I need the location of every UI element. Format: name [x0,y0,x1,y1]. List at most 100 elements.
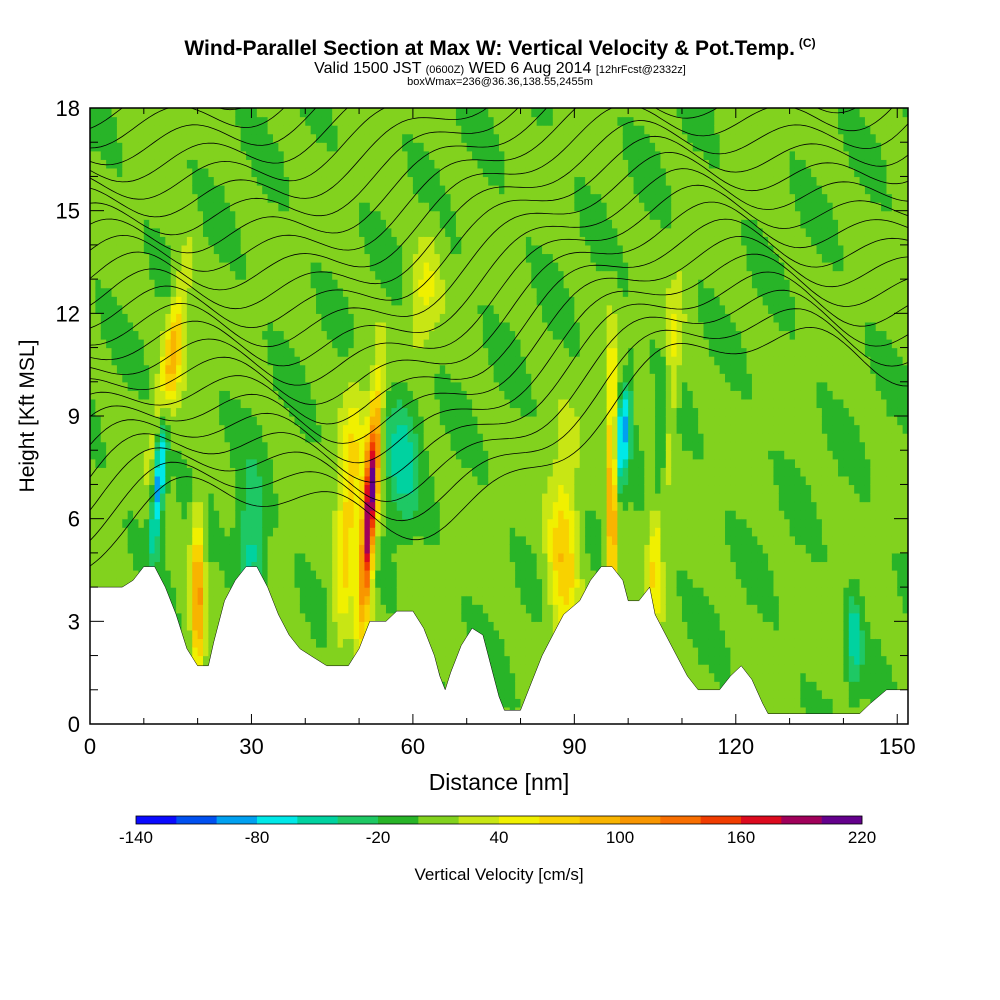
velocity-cell [439,587,446,597]
velocity-cell [375,176,382,186]
velocity-cell [251,304,258,314]
velocity-cell [90,544,96,554]
velocity-cell [181,142,188,152]
velocity-cell [116,339,123,349]
velocity-cell [219,510,226,520]
velocity-cell [455,185,462,195]
velocity-cell [165,236,172,246]
velocity-cell [423,467,430,477]
velocity-cell [299,150,306,160]
velocity-cell [321,535,328,545]
velocity-cell [375,552,382,563]
velocity-cell [299,484,306,494]
velocity-cell [192,544,199,554]
velocity-cell [122,321,129,332]
velocity-cell [455,450,462,460]
velocity-cell [402,133,409,143]
velocity-cell [106,527,113,537]
velocity-cell [229,296,236,306]
velocity-cell [100,287,107,297]
velocity-cell [391,535,398,545]
velocity-cell [332,253,339,263]
velocity-cell [278,236,285,246]
velocity-cell [203,458,209,468]
velocity-cell [310,381,317,391]
velocity-cell [429,510,436,520]
velocity-cell [229,167,236,178]
velocity-cell [348,219,355,229]
velocity-cell [337,304,344,314]
velocity-cell [445,347,452,357]
velocity-cell [289,159,296,169]
velocity-cell [138,244,145,255]
velocity-cell [412,339,419,349]
velocity-cell [391,407,398,417]
velocity-cell [364,587,371,597]
velocity-cell [197,578,204,588]
velocity-cell [294,381,301,391]
velocity-cell [321,279,328,289]
velocity-cell [353,227,360,237]
velocity-cell [224,364,231,374]
velocity-cell [197,227,204,237]
velocity-cell [310,407,317,417]
velocity-cell [407,219,414,229]
velocity-cell [100,570,107,580]
velocity-cell [122,467,129,477]
velocity-cell [450,501,457,511]
velocity-cell [138,270,145,280]
velocity-cell [272,159,279,169]
velocity-cell [353,458,360,468]
velocity-cell [348,193,355,203]
velocity-cell [213,347,220,357]
velocity-cell [418,450,425,460]
velocity-cell [246,287,253,297]
velocity-cell [219,321,226,332]
velocity-cell [90,159,96,169]
velocity-cell [251,142,258,152]
velocity-cell [154,424,161,434]
velocity-cell [213,244,220,255]
velocity-cell [380,347,387,357]
velocity-cell [359,108,366,118]
velocity-cell [106,433,113,443]
velocity-cell [402,347,409,357]
velocity-cell [251,433,258,443]
velocity-cell [429,484,436,494]
velocity-cell [116,424,123,434]
velocity-cell [262,527,269,537]
velocity-cell [364,176,371,186]
velocity-cell [235,227,242,237]
velocity-cell [192,150,199,160]
velocity-cell [159,441,166,451]
velocity-cell [321,570,328,580]
velocity-cell [332,347,339,357]
velocity-cell [332,356,339,366]
velocity-cell [332,570,339,580]
velocity-cell [235,167,242,178]
velocity-cell [272,236,279,246]
velocity-cell [224,544,231,554]
velocity-cell [267,535,274,545]
velocity-cell [348,518,355,528]
velocity-cell [364,595,371,605]
velocity-cell [181,373,188,383]
velocity-cell [439,373,446,383]
velocity-cell [251,493,258,503]
velocity-cell [219,484,226,494]
velocity-cell [450,193,457,203]
velocity-cell [219,475,226,486]
velocity-cell [364,108,371,118]
velocity-cell [455,595,462,605]
velocity-cell [208,570,215,580]
velocity-cell [283,518,290,528]
velocity-cell [445,621,452,631]
velocity-cell [154,407,161,417]
velocity-cell [369,398,376,409]
velocity-cell [342,108,349,118]
velocity-cell [455,518,462,528]
velocity-cell [203,493,209,503]
velocity-cell [127,150,134,160]
velocity-cell [316,501,323,511]
velocity-cell [229,450,236,460]
